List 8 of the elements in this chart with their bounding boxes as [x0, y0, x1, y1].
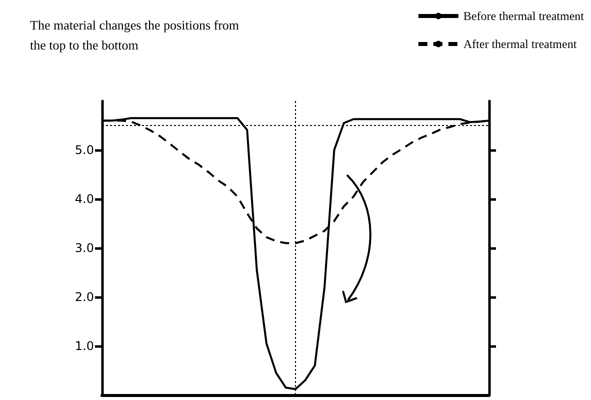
- y-tick-label: 1.0: [74, 339, 94, 353]
- y-tick-label: 3.0: [74, 241, 94, 255]
- y-tick-label: 4.0: [74, 192, 94, 206]
- chart-title: The material changes the positions from the top to the bottom: [30, 18, 242, 52]
- y-tick-label: 2.0: [74, 290, 94, 304]
- legend-label: Before thermal treatment: [463, 9, 585, 23]
- y-tick-label: 5.0: [74, 143, 94, 157]
- legend-label: After thermal treatment: [463, 37, 578, 51]
